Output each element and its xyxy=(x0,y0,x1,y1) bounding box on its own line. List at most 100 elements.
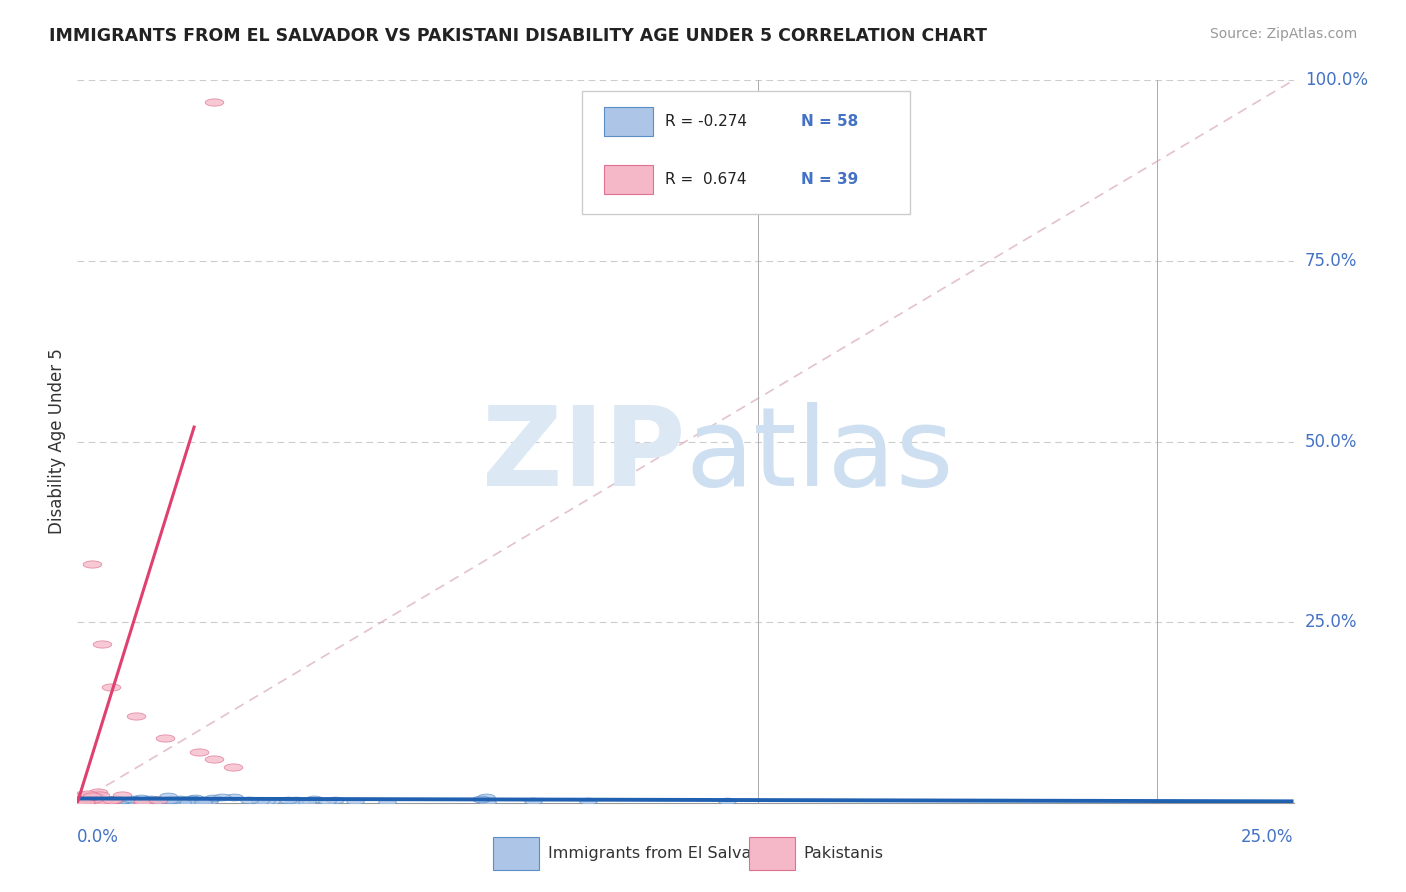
Point xyxy=(249,794,271,808)
Point xyxy=(83,790,105,805)
Point xyxy=(170,795,193,809)
Point xyxy=(83,789,105,803)
Point xyxy=(82,792,104,806)
Point xyxy=(70,795,93,809)
Point xyxy=(238,793,260,807)
Point xyxy=(165,793,187,807)
Point xyxy=(184,791,207,805)
Point xyxy=(375,795,398,809)
Text: 75.0%: 75.0% xyxy=(1305,252,1357,270)
Point xyxy=(69,794,91,808)
FancyBboxPatch shape xyxy=(582,91,911,214)
Point xyxy=(343,794,366,808)
Point xyxy=(201,790,224,805)
Point xyxy=(143,794,166,808)
Point xyxy=(254,794,277,808)
Point xyxy=(77,789,100,804)
Point xyxy=(222,760,245,774)
Point xyxy=(198,794,221,808)
Point xyxy=(193,795,215,809)
Point xyxy=(159,796,181,810)
Point xyxy=(79,792,101,806)
Point xyxy=(80,789,103,804)
Point xyxy=(260,794,283,808)
Point xyxy=(193,793,215,807)
Point xyxy=(169,796,191,810)
Point xyxy=(188,745,211,759)
Text: 0.0%: 0.0% xyxy=(77,828,120,846)
Point xyxy=(131,790,153,805)
Point xyxy=(184,795,207,809)
Point xyxy=(97,793,120,807)
Point xyxy=(157,789,180,803)
FancyBboxPatch shape xyxy=(605,107,652,136)
Point xyxy=(315,794,337,808)
Point xyxy=(105,792,128,806)
Point xyxy=(323,793,346,807)
Point xyxy=(69,788,91,802)
Point xyxy=(90,794,112,808)
Text: Pakistanis: Pakistanis xyxy=(803,846,883,861)
Point xyxy=(146,793,169,807)
Point xyxy=(302,792,325,806)
Point xyxy=(160,793,183,807)
Point xyxy=(87,785,110,799)
Point xyxy=(277,793,299,807)
Point xyxy=(297,795,319,809)
Y-axis label: Disability Age Under 5: Disability Age Under 5 xyxy=(48,349,66,534)
Point xyxy=(141,792,163,806)
Point xyxy=(73,790,96,805)
Point xyxy=(111,793,134,807)
Point xyxy=(576,794,599,808)
Point xyxy=(72,789,94,803)
Point xyxy=(474,790,496,805)
Point xyxy=(157,792,180,806)
Point xyxy=(148,794,170,808)
Point xyxy=(145,794,167,808)
Point xyxy=(89,788,111,802)
Point xyxy=(124,795,146,809)
Point xyxy=(173,794,195,808)
Text: R =  0.674: R = 0.674 xyxy=(665,172,747,186)
Point xyxy=(100,794,122,808)
Text: N = 58: N = 58 xyxy=(801,114,858,129)
Point xyxy=(90,795,112,809)
Point xyxy=(80,789,103,804)
Point xyxy=(75,795,97,809)
FancyBboxPatch shape xyxy=(494,837,540,870)
Point xyxy=(76,789,98,804)
FancyBboxPatch shape xyxy=(748,837,794,870)
Point xyxy=(475,796,498,810)
Point xyxy=(131,795,153,809)
Point xyxy=(132,794,155,808)
Point xyxy=(110,788,132,802)
Point xyxy=(125,709,148,723)
Point xyxy=(101,793,124,807)
Point xyxy=(90,637,112,651)
Point xyxy=(69,796,91,810)
Text: ZIP: ZIP xyxy=(482,402,686,509)
Text: 50.0%: 50.0% xyxy=(1305,433,1357,450)
Text: 25.0%: 25.0% xyxy=(1305,613,1357,632)
Point xyxy=(470,791,492,805)
Point xyxy=(211,790,233,805)
Point xyxy=(93,793,115,807)
Point xyxy=(177,796,200,810)
Point xyxy=(100,680,122,694)
Point xyxy=(107,796,129,810)
Point xyxy=(202,95,225,109)
Point xyxy=(103,793,125,807)
Point xyxy=(145,793,167,807)
Point xyxy=(716,794,738,808)
Point xyxy=(80,558,103,572)
Point xyxy=(285,793,308,807)
Point xyxy=(84,792,107,806)
Point xyxy=(70,795,93,809)
Point xyxy=(76,789,98,804)
Point xyxy=(90,794,112,808)
Text: N = 39: N = 39 xyxy=(801,172,858,186)
Point xyxy=(202,752,225,766)
Text: Source: ZipAtlas.com: Source: ZipAtlas.com xyxy=(1209,27,1357,41)
Point xyxy=(153,731,176,745)
Text: 100.0%: 100.0% xyxy=(1305,71,1368,89)
